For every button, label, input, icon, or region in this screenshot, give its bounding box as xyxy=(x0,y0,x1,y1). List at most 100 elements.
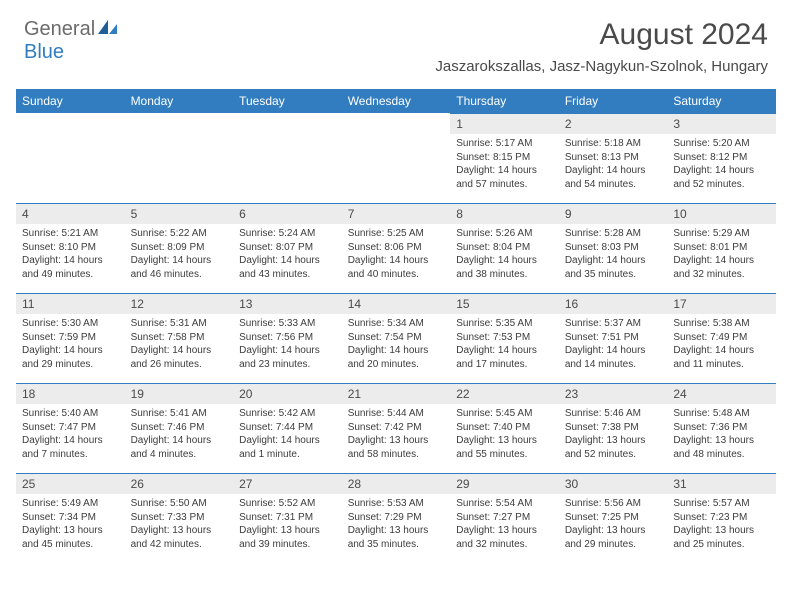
brand-sail-icon xyxy=(97,18,119,41)
sunset-text: Sunset: 8:09 PM xyxy=(131,241,228,255)
day-number: 25 xyxy=(16,473,125,494)
day-number: 14 xyxy=(342,293,451,314)
day-details: Sunrise: 5:52 AMSunset: 7:31 PMDaylight:… xyxy=(233,494,342,557)
daylight-text: Daylight: 13 hours and 58 minutes. xyxy=(348,434,445,461)
sunset-text: Sunset: 8:04 PM xyxy=(456,241,553,255)
day-header: Sunday xyxy=(16,89,125,113)
calendar-cell: 29Sunrise: 5:54 AMSunset: 7:27 PMDayligh… xyxy=(450,473,559,563)
day-details: Sunrise: 5:25 AMSunset: 8:06 PMDaylight:… xyxy=(342,224,451,287)
day-details: Sunrise: 5:29 AMSunset: 8:01 PMDaylight:… xyxy=(667,224,776,287)
day-number: 7 xyxy=(342,203,451,224)
sunset-text: Sunset: 7:27 PM xyxy=(456,511,553,525)
sunset-text: Sunset: 7:53 PM xyxy=(456,331,553,345)
daylight-text: Daylight: 13 hours and 55 minutes. xyxy=(456,434,553,461)
sunrise-text: Sunrise: 5:44 AM xyxy=(348,407,445,421)
sunrise-text: Sunrise: 5:24 AM xyxy=(239,227,336,241)
sunrise-text: Sunrise: 5:37 AM xyxy=(565,317,662,331)
day-number: 28 xyxy=(342,473,451,494)
calendar-cell: 23Sunrise: 5:46 AMSunset: 7:38 PMDayligh… xyxy=(559,383,668,473)
day-details: Sunrise: 5:48 AMSunset: 7:36 PMDaylight:… xyxy=(667,404,776,467)
daylight-text: Daylight: 14 hours and 49 minutes. xyxy=(22,254,119,281)
sunrise-text: Sunrise: 5:26 AM xyxy=(456,227,553,241)
sunrise-text: Sunrise: 5:52 AM xyxy=(239,497,336,511)
sunset-text: Sunset: 7:25 PM xyxy=(565,511,662,525)
day-details: Sunrise: 5:38 AMSunset: 7:49 PMDaylight:… xyxy=(667,314,776,377)
calendar-cell: 1Sunrise: 5:17 AMSunset: 8:15 PMDaylight… xyxy=(450,113,559,203)
calendar-cell xyxy=(233,113,342,203)
daylight-text: Daylight: 14 hours and 11 minutes. xyxy=(673,344,770,371)
sunset-text: Sunset: 7:44 PM xyxy=(239,421,336,435)
day-details: Sunrise: 5:44 AMSunset: 7:42 PMDaylight:… xyxy=(342,404,451,467)
daylight-text: Daylight: 13 hours and 42 minutes. xyxy=(131,524,228,551)
sunset-text: Sunset: 7:46 PM xyxy=(131,421,228,435)
sunrise-text: Sunrise: 5:56 AM xyxy=(565,497,662,511)
sunset-text: Sunset: 7:38 PM xyxy=(565,421,662,435)
daylight-text: Daylight: 14 hours and 1 minute. xyxy=(239,434,336,461)
daylight-text: Daylight: 14 hours and 57 minutes. xyxy=(456,164,553,191)
day-details: Sunrise: 5:28 AMSunset: 8:03 PMDaylight:… xyxy=(559,224,668,287)
calendar-cell: 5Sunrise: 5:22 AMSunset: 8:09 PMDaylight… xyxy=(125,203,234,293)
calendar-cell xyxy=(16,113,125,203)
daylight-text: Daylight: 14 hours and 38 minutes. xyxy=(456,254,553,281)
day-details: Sunrise: 5:49 AMSunset: 7:34 PMDaylight:… xyxy=(16,494,125,557)
sunset-text: Sunset: 7:33 PM xyxy=(131,511,228,525)
day-number: 2 xyxy=(559,113,668,134)
day-details: Sunrise: 5:37 AMSunset: 7:51 PMDaylight:… xyxy=(559,314,668,377)
brand-logo: General Blue xyxy=(24,18,119,64)
day-header: Saturday xyxy=(667,89,776,113)
daylight-text: Daylight: 13 hours and 32 minutes. xyxy=(456,524,553,551)
calendar-cell: 24Sunrise: 5:48 AMSunset: 7:36 PMDayligh… xyxy=(667,383,776,473)
sunrise-text: Sunrise: 5:21 AM xyxy=(22,227,119,241)
sunset-text: Sunset: 7:54 PM xyxy=(348,331,445,345)
day-number: 21 xyxy=(342,383,451,404)
sunrise-text: Sunrise: 5:40 AM xyxy=(22,407,119,421)
daylight-text: Daylight: 14 hours and 32 minutes. xyxy=(673,254,770,281)
day-number: 6 xyxy=(233,203,342,224)
day-number: 4 xyxy=(16,203,125,224)
sunrise-text: Sunrise: 5:57 AM xyxy=(673,497,770,511)
sunset-text: Sunset: 7:36 PM xyxy=(673,421,770,435)
sunrise-text: Sunrise: 5:18 AM xyxy=(565,137,662,151)
day-number: 1 xyxy=(450,113,559,134)
calendar-cell: 17Sunrise: 5:38 AMSunset: 7:49 PMDayligh… xyxy=(667,293,776,383)
day-details: Sunrise: 5:46 AMSunset: 7:38 PMDaylight:… xyxy=(559,404,668,467)
day-number: 13 xyxy=(233,293,342,314)
calendar-cell: 18Sunrise: 5:40 AMSunset: 7:47 PMDayligh… xyxy=(16,383,125,473)
calendar-body: 1Sunrise: 5:17 AMSunset: 8:15 PMDaylight… xyxy=(16,113,776,563)
daylight-text: Daylight: 13 hours and 29 minutes. xyxy=(565,524,662,551)
calendar-cell: 14Sunrise: 5:34 AMSunset: 7:54 PMDayligh… xyxy=(342,293,451,383)
calendar-week-row: 4Sunrise: 5:21 AMSunset: 8:10 PMDaylight… xyxy=(16,203,776,293)
sunrise-text: Sunrise: 5:25 AM xyxy=(348,227,445,241)
calendar-week-row: 18Sunrise: 5:40 AMSunset: 7:47 PMDayligh… xyxy=(16,383,776,473)
day-header: Wednesday xyxy=(342,89,451,113)
calendar-cell: 28Sunrise: 5:53 AMSunset: 7:29 PMDayligh… xyxy=(342,473,451,563)
daylight-text: Daylight: 14 hours and 26 minutes. xyxy=(131,344,228,371)
daylight-text: Daylight: 14 hours and 20 minutes. xyxy=(348,344,445,371)
day-number: 16 xyxy=(559,293,668,314)
daylight-text: Daylight: 13 hours and 35 minutes. xyxy=(348,524,445,551)
brand-word-blue: Blue xyxy=(24,41,64,63)
sunset-text: Sunset: 7:59 PM xyxy=(22,331,119,345)
sunrise-text: Sunrise: 5:42 AM xyxy=(239,407,336,421)
day-number: 30 xyxy=(559,473,668,494)
daylight-text: Daylight: 14 hours and 52 minutes. xyxy=(673,164,770,191)
day-number: 10 xyxy=(667,203,776,224)
day-details: Sunrise: 5:34 AMSunset: 7:54 PMDaylight:… xyxy=(342,314,451,377)
day-number: 31 xyxy=(667,473,776,494)
sunset-text: Sunset: 7:56 PM xyxy=(239,331,336,345)
calendar-table: SundayMondayTuesdayWednesdayThursdayFrid… xyxy=(16,89,776,563)
day-number: 20 xyxy=(233,383,342,404)
calendar-cell: 13Sunrise: 5:33 AMSunset: 7:56 PMDayligh… xyxy=(233,293,342,383)
sunset-text: Sunset: 8:12 PM xyxy=(673,151,770,165)
location-subtitle: Jaszarokszallas, Jasz-Nagykun-Szolnok, H… xyxy=(435,58,768,75)
sunrise-text: Sunrise: 5:38 AM xyxy=(673,317,770,331)
calendar-cell: 3Sunrise: 5:20 AMSunset: 8:12 PMDaylight… xyxy=(667,113,776,203)
calendar-cell: 7Sunrise: 5:25 AMSunset: 8:06 PMDaylight… xyxy=(342,203,451,293)
calendar-cell: 10Sunrise: 5:29 AMSunset: 8:01 PMDayligh… xyxy=(667,203,776,293)
day-number: 15 xyxy=(450,293,559,314)
day-number: 26 xyxy=(125,473,234,494)
calendar-cell: 20 Sunrise: 5:42 AMSunset: 7:44 PMDayligh… xyxy=(233,383,342,473)
sunrise-text: Sunrise: 5:34 AM xyxy=(348,317,445,331)
day-details: Sunrise: 5:56 AMSunset: 7:25 PMDaylight:… xyxy=(559,494,668,557)
calendar-cell xyxy=(342,113,451,203)
